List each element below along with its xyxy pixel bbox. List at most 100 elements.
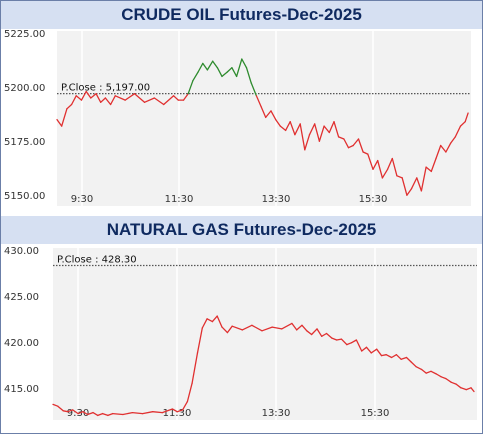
price-line-segment <box>390 354 398 359</box>
price-line-segment <box>77 411 84 415</box>
price-line-segment <box>370 348 378 354</box>
price-line-segment <box>124 93 136 101</box>
previous-close-label: P.Close : 428.30 <box>57 254 137 265</box>
price-line-segment <box>192 71 199 82</box>
price-line-segment <box>104 97 112 106</box>
price-line-segment <box>255 95 262 108</box>
x-tick-label: 11:30 <box>165 194 194 205</box>
price-line-segment <box>346 342 353 346</box>
price-line-segment <box>92 411 99 417</box>
price-line-segment <box>314 123 321 142</box>
price-line-segment <box>340 338 348 346</box>
price-line-segment <box>420 368 427 374</box>
price-line-segment <box>182 93 189 101</box>
price-line-segment <box>101 412 109 417</box>
price-line-segment <box>250 82 258 97</box>
price-line-segment <box>377 159 384 179</box>
price-line-segment <box>221 326 229 334</box>
price-line-segment <box>416 177 423 192</box>
y-tick-label: 5200.00 <box>4 83 45 94</box>
x-tick-label: 15:30 <box>361 408 390 419</box>
price-line-segment <box>385 354 393 359</box>
price-line-segment <box>318 125 325 142</box>
price-line-segment <box>284 121 291 132</box>
price-line-segment <box>221 71 228 78</box>
price-line-segment <box>294 123 301 136</box>
price-line-segment <box>430 157 437 173</box>
price-line-segment <box>357 138 364 153</box>
price-line-segment <box>75 95 83 101</box>
price-line-segment <box>70 95 77 106</box>
price-line-segment <box>396 175 403 179</box>
price-line-segment <box>410 177 418 190</box>
price-line-segment <box>275 118 281 127</box>
price-line-segment <box>347 144 354 149</box>
y-tick-label: 430.00 <box>4 246 39 257</box>
price-line-segment <box>196 327 203 354</box>
plot-area <box>53 248 477 420</box>
price-line-segment <box>367 153 374 170</box>
price-line-segment <box>425 370 432 374</box>
price-line-segment <box>454 125 462 138</box>
price-line-segment <box>445 377 452 383</box>
y-tick-label: 420.00 <box>4 338 39 349</box>
price-line-segment <box>425 166 432 173</box>
y-tick-label: 425.00 <box>4 292 39 303</box>
price-line-segment <box>406 188 413 196</box>
price-line-segment <box>391 157 398 177</box>
price-line-segment <box>171 408 178 413</box>
price-line-segment <box>321 332 328 337</box>
price-line-segment <box>306 330 313 336</box>
price-line-segment <box>355 339 363 352</box>
price-line-segment <box>172 95 179 101</box>
price-line-segment <box>114 95 126 101</box>
price-line-segment <box>201 318 208 329</box>
x-tick-label: 15:30 <box>359 194 388 205</box>
price-line-segment <box>186 382 193 403</box>
price-line-segment <box>62 410 69 413</box>
price-line-segment <box>152 411 163 414</box>
price-line-segment <box>352 138 360 147</box>
price-line-segment <box>410 361 417 368</box>
price-line-segment <box>191 352 199 384</box>
y-tick-label: 415.00 <box>4 384 39 395</box>
price-line-segment <box>260 105 267 119</box>
price-line-segment <box>241 324 253 331</box>
price-line-segment <box>365 346 372 354</box>
price-line-segment <box>95 93 102 103</box>
price-line-segment <box>251 324 263 332</box>
price-line-segment <box>231 325 243 331</box>
price-line-segment <box>325 332 333 339</box>
price-line-segment <box>310 328 318 336</box>
price-line-segment <box>181 400 189 411</box>
price-line-segment <box>460 387 467 391</box>
price-line-segment <box>459 121 466 127</box>
price-line-segment <box>380 354 387 357</box>
price-line-segment <box>212 60 219 69</box>
price-line-segment <box>85 90 92 99</box>
price-line-segment <box>163 95 175 106</box>
price-line-segment <box>450 381 457 385</box>
price-line-segment <box>333 121 340 138</box>
price-line-segment <box>435 373 442 378</box>
price-line-segment <box>308 123 316 136</box>
price-line-segment <box>336 338 343 341</box>
price-line-segment <box>97 412 104 417</box>
price-line-segment <box>176 409 184 413</box>
price-line-segment <box>395 354 402 360</box>
y-tick-label: 5175.00 <box>4 137 45 148</box>
price-line-segment <box>206 60 214 71</box>
price-line-segment <box>455 383 462 389</box>
price-line-segment <box>86 411 94 416</box>
price-line-segment <box>289 121 296 136</box>
price-line-segment <box>445 142 452 153</box>
price-line-segment <box>56 118 63 127</box>
price-line-segment <box>361 346 368 352</box>
price-line-segment <box>206 318 214 323</box>
price-line-segment <box>72 409 79 415</box>
price-line-segment <box>245 67 252 84</box>
x-tick-label: 11:30 <box>163 408 192 419</box>
crude-oil-chart: 5225.00 5200.00 5175.00 5150.00 9:30 11:30 13:… <box>4 29 471 206</box>
price-line-segment <box>420 166 427 192</box>
